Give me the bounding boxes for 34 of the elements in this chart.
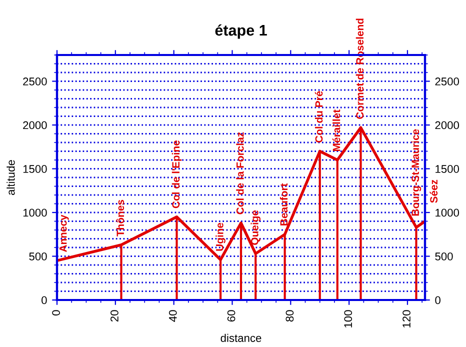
x-tick-label: 80 [286,310,294,322]
annotation: Annecy [59,214,69,252]
y2-tick-label: 2000 [435,121,460,130]
y2-tick-label: 0 [435,296,440,304]
y2-tick-label: 1000 [436,208,460,217]
annotation: Cormet de Roselend [356,18,364,119]
annotation: Col de la Forclaz [236,132,244,214]
y-axis-title: altitude [6,160,15,195]
x-tick-label: 120 [402,310,410,328]
annotation: Col de l'Epine [172,140,182,208]
annotation: Séez [430,180,438,203]
y-tick-label: 500 [29,252,47,260]
annotation: Ugine [216,222,226,251]
x-tick-label: 0 [52,310,60,316]
annotation: Méraillet [332,110,340,151]
x-tick-label: 100 [344,310,352,328]
annotation: Bourg-St-Maurice [411,129,422,216]
y-tick-label: 2500 [23,78,47,86]
annotation: Thônes [116,200,124,236]
y-tick-label: 0 [42,296,47,304]
annotation: Beaufort [280,183,288,226]
y-tick-label: 1000 [23,208,47,217]
annotation: Queige [250,210,260,245]
x-tick-label: 20 [110,310,118,322]
y2-tick-label: 1500 [436,165,460,173]
annotation: Col du Pré [314,91,323,142]
y-tick-label: 1500 [23,165,47,173]
y2-tick-label: 500 [435,252,453,260]
x-axis-title: distance [220,334,262,342]
y2-tick-label: 2500 [435,78,460,86]
y-tick-label: 2000 [23,121,47,130]
x-tick-label: 40 [168,310,177,322]
x-tick-label: 60 [227,310,236,322]
chart-title: étape 1 [215,24,267,39]
